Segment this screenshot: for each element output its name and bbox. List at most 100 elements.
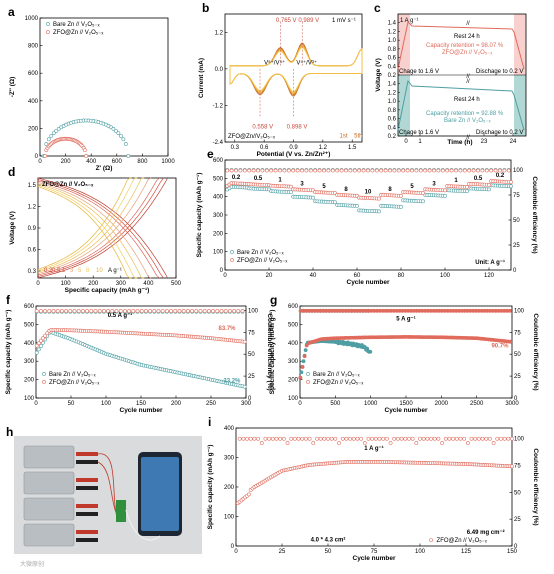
clip-red (76, 452, 98, 456)
y-tick-label: 200 (24, 378, 35, 384)
x-tick-label: 0.9 (289, 145, 298, 151)
ce-point (202, 309, 207, 313)
ce-point (234, 168, 238, 173)
ce-point (270, 436, 275, 441)
legend-entry: Bare Zn // V₂O₅₋ₓ (237, 250, 284, 256)
rate-label: 5 (78, 268, 82, 274)
y-tick-label: 500 (24, 322, 35, 328)
panel-label: d (8, 165, 15, 179)
cell-label: ZFO@Zn // V₂O₅₋ₓ (42, 182, 94, 188)
ce-point (263, 436, 268, 441)
legend-marker (306, 372, 310, 376)
capacity-point (421, 199, 425, 204)
loading-label: 6.49 mg cm⁻² (467, 529, 505, 536)
capacity-point (34, 350, 39, 355)
y-tick-label: 500 (213, 176, 224, 182)
y-tick-label: 200 (213, 231, 224, 237)
area-label: 4.0 * 4.3 cm² (311, 537, 346, 544)
y-tick-label: 300 (213, 213, 224, 219)
ce-point (55, 309, 60, 313)
ce-point (423, 168, 428, 173)
y2-tick-label: 50 (513, 218, 520, 224)
discharge-label: Dischage to 0.2 V (476, 69, 523, 75)
ce-point (458, 168, 463, 173)
charge-curve (37, 177, 132, 270)
y-tick-label: 400 (28, 99, 39, 105)
capacity-point (443, 188, 447, 193)
ce-point (241, 436, 246, 441)
capacity-point (465, 189, 469, 194)
retention-label: 90.7% (491, 343, 509, 349)
capacity-point (399, 193, 403, 198)
capacity-point (34, 343, 39, 348)
nyquist-point (123, 142, 128, 146)
panel-e: e0 20 40 60 80 100 1200100200300400500600Cycle… (196, 147, 538, 286)
ce-point (304, 436, 308, 441)
y2-tick-label: 25 (513, 243, 520, 249)
ce-point (89, 309, 94, 313)
ce-point (443, 436, 448, 441)
x-tick-label: 250 (206, 401, 217, 407)
ce-point (227, 309, 232, 313)
y2-tick-label: 75 (248, 330, 255, 336)
circuit-board (116, 500, 126, 522)
cell-label: Bare Zn // V₂O₅₋ₓ (444, 118, 491, 124)
ce-point (440, 441, 444, 445)
ce-point (436, 168, 441, 173)
ce-point (259, 441, 264, 445)
rest-label: Rest 24 h (454, 97, 480, 103)
ce-point (381, 436, 386, 441)
y2-tick-label: 0 (248, 396, 252, 402)
rate-label: 1 A g⁻¹ (364, 445, 383, 452)
y2-tick-label: 75 (514, 464, 521, 470)
rate-label: 0.5 (254, 176, 263, 182)
discharge-curve (37, 180, 160, 279)
nyquist-point (126, 154, 131, 158)
x-tick-label: 0 (404, 139, 408, 145)
y2-tick-label: 50 (514, 490, 521, 496)
rate-label: 0.2 (496, 173, 505, 179)
ce-point (194, 309, 199, 313)
panel-a: a 0 200 400 600 800 1000 0 200 400 600 800 1000 Z' (Ω… (8, 5, 175, 172)
capacity-point (43, 333, 48, 338)
x-tick-label: 0 (223, 273, 227, 279)
peak-label: 0.765 V (276, 18, 297, 24)
ce-point (34, 309, 39, 313)
ce-point (232, 309, 237, 313)
capacity-point (36, 341, 41, 346)
panel-b: b0.3 0.6 0.9 1.2 1.5-2.4-1.20.01.2Potential … (198, 1, 363, 158)
capacity-point (242, 384, 247, 389)
x-tick-label: 60 (354, 273, 361, 279)
y-tick-label: 0.9 (28, 226, 37, 232)
ce-point (315, 436, 319, 441)
ce-point (39, 309, 43, 313)
y-tick-label: 1.2 (215, 30, 224, 36)
usb-cable (125, 509, 161, 541)
capacity-point (377, 209, 381, 214)
y-tick-label: 100 (288, 396, 299, 402)
rate-label: 1 A g⁻¹ (400, 18, 419, 24)
y2-tick-label: 100 (513, 168, 524, 174)
y-tick-label: 400 (24, 341, 35, 347)
y-tick-label: -2.4 (213, 140, 224, 146)
x-tick-label: 100 (61, 281, 72, 287)
ce-point (238, 168, 243, 173)
discharge-curve (37, 184, 138, 279)
charge-region (398, 75, 410, 136)
ce-point (274, 436, 279, 441)
x-tick-label: 23 (481, 139, 488, 145)
ce-point (484, 168, 489, 173)
y-tick-label: 600 (24, 304, 35, 310)
axis-break: // (466, 79, 470, 85)
discharge-curve (37, 183, 145, 279)
ce-point (85, 309, 90, 313)
ce-point (348, 436, 352, 441)
x-tick-label: 50 (325, 549, 332, 555)
rate-label: 0.5 A g⁻¹ (108, 312, 132, 319)
y-tick-label: 0 (35, 154, 39, 160)
y-tick-label: 0.8 (388, 108, 397, 114)
legend-entry: Bare Zn // V₂O₅₋ₓ (313, 372, 360, 378)
x-tick-label: 0.6 (260, 145, 269, 151)
discharge-curve (37, 186, 132, 279)
y-tick-label: 800 (28, 44, 39, 50)
